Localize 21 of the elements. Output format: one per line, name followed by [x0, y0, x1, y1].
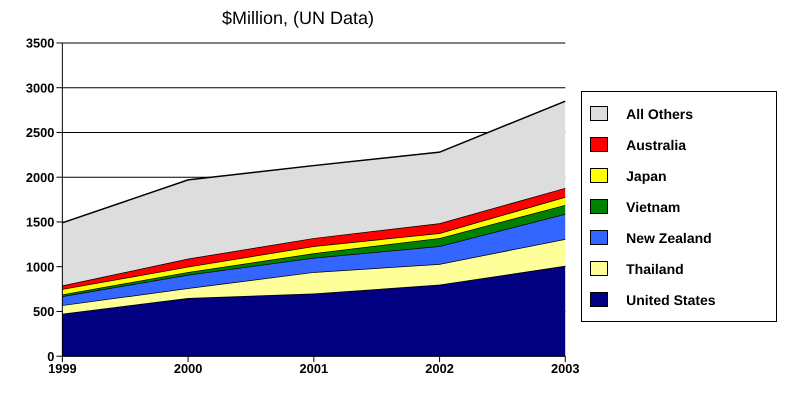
legend-label: Japan [626, 168, 667, 184]
chart-title: $Million, (UN Data) [220, 8, 376, 29]
x-tick-label: 2002 [425, 361, 454, 376]
legend-label: Thailand [626, 260, 684, 276]
y-tick-label: 1000 [26, 259, 54, 274]
y-tick-label: 3500 [26, 36, 54, 51]
x-tick-label: 2000 [174, 361, 202, 376]
y-tick-label: 2000 [26, 170, 54, 185]
legend-label: New Zealand [626, 230, 712, 246]
y-tick-label: 0 [47, 348, 54, 364]
x-tick-label: 1999 [48, 361, 77, 376]
y-tick-label: 3000 [26, 80, 54, 96]
x-tick-label: 2003 [551, 361, 580, 376]
legend-label: Australia [626, 136, 686, 152]
y-tick-label: 1500 [26, 214, 54, 230]
legend-label: Vietnam [626, 198, 680, 214]
y-tick-label: 2500 [26, 125, 54, 140]
legend-label: United States [626, 292, 716, 308]
legend-label: All Others [626, 106, 694, 122]
y-tick-label: 500 [33, 304, 54, 320]
x-tick-label: 2001 [300, 361, 328, 376]
